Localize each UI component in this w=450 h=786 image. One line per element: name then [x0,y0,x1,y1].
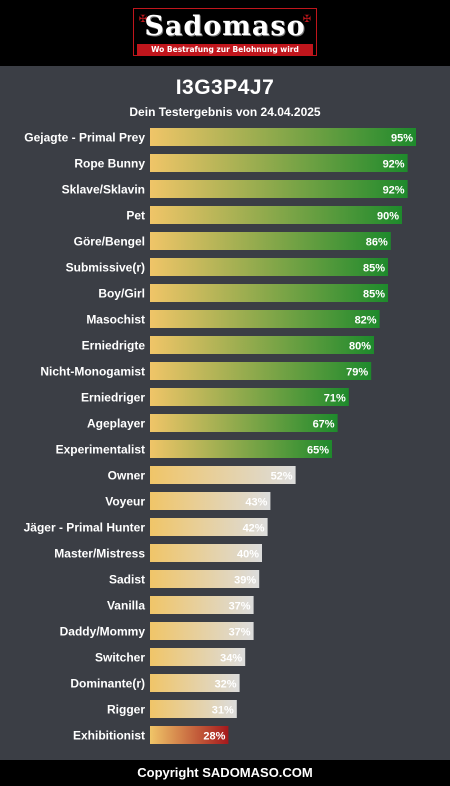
value-label: 92% [383,185,405,197]
bar [150,648,246,666]
result-code: I3G3P4J7 [175,76,275,99]
value-label: 31% [212,705,234,717]
value-label: 85% [363,289,385,301]
category-label: Sklave/Sklavin [62,183,145,197]
result-subtitle: Dein Testergebnis von 24.04.2025 [129,105,321,119]
category-label: Gejagte - Primal Prey [24,131,145,145]
value-label: 32% [215,679,237,691]
value-label: 86% [366,237,388,249]
value-label: 42% [243,523,265,535]
bar [150,570,260,588]
value-label: 67% [313,419,335,431]
bar [150,206,402,224]
category-label: Erniedrigte [82,339,146,353]
category-label: Jäger - Primal Hunter [24,521,146,535]
bar [150,414,338,432]
value-label: 92% [383,159,405,171]
bar [150,492,271,510]
bar [150,518,268,536]
category-label: Master/Mistress [54,547,145,561]
logo-text: Sadomaso [144,11,306,42]
category-label: Dominante(r) [70,677,145,691]
value-label: 52% [271,471,293,483]
value-label: 40% [237,549,259,561]
category-label: Nicht-Monogamist [40,365,145,379]
footer-bar: Copyright SADOMASO.COM [0,760,450,786]
ornament-icon: ✠ [302,14,312,25]
value-label: 37% [229,627,251,639]
category-label: Exhibitionist [73,729,145,743]
value-label: 37% [229,601,251,613]
category-label: Vanilla [107,599,145,613]
bar [150,336,374,354]
bar [150,700,237,718]
ornament-icon: ✠ [138,14,148,25]
copyright-text: Copyright SADOMASO.COM [137,765,313,780]
category-label: Submissive(r) [66,261,145,275]
value-label: 71% [324,393,346,405]
value-label: 90% [377,211,399,223]
logo-tagline: Wo Bestrafung zur Belohnung wird [137,44,313,55]
category-label: Boy/Girl [98,287,145,301]
header-bar: ✠ ✠ Sadomaso Wo Bestrafung zur Belohnung… [0,0,450,66]
category-label: Pet [126,209,145,223]
bar [150,726,229,744]
bar [150,674,240,692]
bar [150,310,380,328]
value-label: 80% [349,341,371,353]
bar [150,544,262,562]
value-label: 85% [363,263,385,275]
category-label: Daddy/Mommy [60,625,146,639]
category-label: Masochist [86,313,145,327]
category-label: Rigger [107,703,145,717]
bar [150,128,416,146]
bar [150,596,254,614]
value-label: 79% [346,367,368,379]
bar [150,440,332,458]
results-bar-chart: Gejagte - Primal Prey 95% Rope Bunny 92% Skl… [24,128,416,744]
bar [150,284,388,302]
bar [150,388,349,406]
bar [150,466,296,484]
category-label: Experimentalist [56,443,145,457]
bar [150,180,408,198]
value-label: 82% [355,315,377,327]
value-label: 34% [220,653,242,665]
category-label: Owner [108,469,146,483]
bar [150,232,391,250]
value-label: 43% [245,497,267,509]
category-label: Rope Bunny [74,157,145,171]
bar [150,362,372,380]
value-label: 95% [391,133,413,145]
category-label: Göre/Bengel [74,235,145,249]
value-label: 39% [234,575,256,587]
value-label: 28% [203,731,225,743]
category-label: Voyeur [105,495,145,509]
category-label: Switcher [95,651,145,665]
category-label: Erniedriger [81,391,145,405]
bar [150,622,254,640]
bar [150,258,388,276]
category-label: Sadist [109,573,145,587]
value-label: 65% [307,445,329,457]
site-logo[interactable]: ✠ ✠ Sadomaso Wo Bestrafung zur Belohnung… [133,8,317,56]
category-label: Ageplayer [87,417,145,431]
bar [150,154,408,172]
